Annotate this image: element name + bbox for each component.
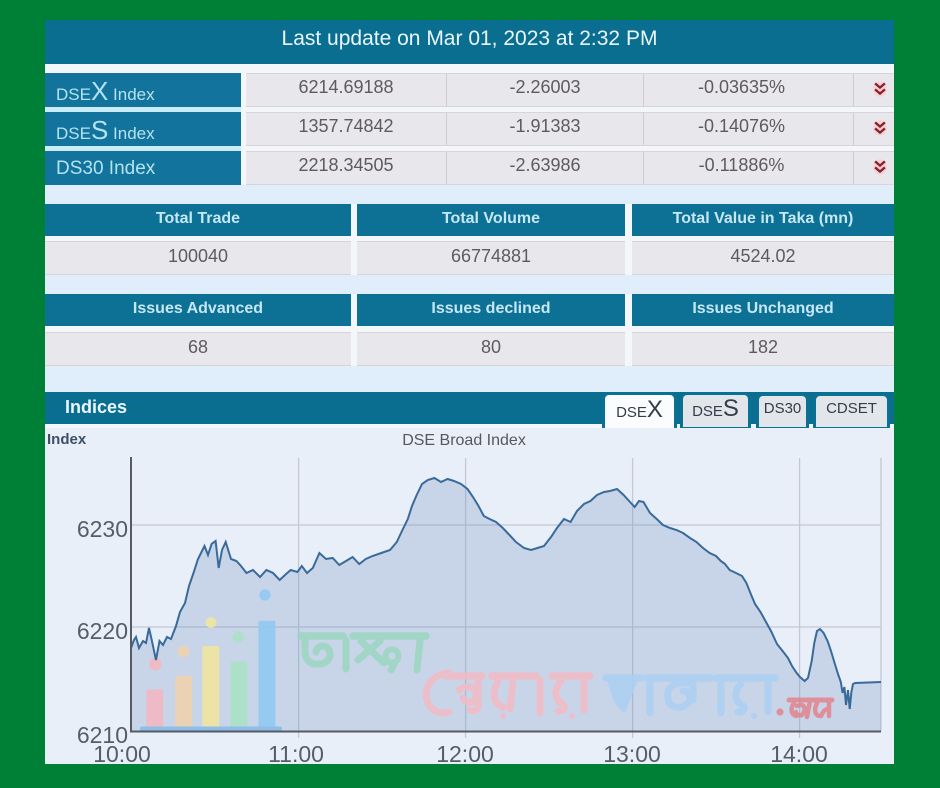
svg-text:11:00: 11:00	[268, 741, 324, 767]
svg-text:6230: 6230	[77, 516, 128, 542]
svg-text:14:00: 14:00	[770, 741, 828, 767]
svg-text:Index: Index	[47, 431, 87, 448]
svg-text:DSE Broad Index: DSE Broad Index	[402, 432, 526, 449]
svg-text:10:00: 10:00	[93, 741, 151, 767]
svg-text:6210: 6210	[77, 722, 128, 748]
svg-text:13:00: 13:00	[603, 741, 661, 767]
svg-text:6220: 6220	[77, 618, 128, 644]
svg-text:12:00: 12:00	[436, 741, 494, 767]
